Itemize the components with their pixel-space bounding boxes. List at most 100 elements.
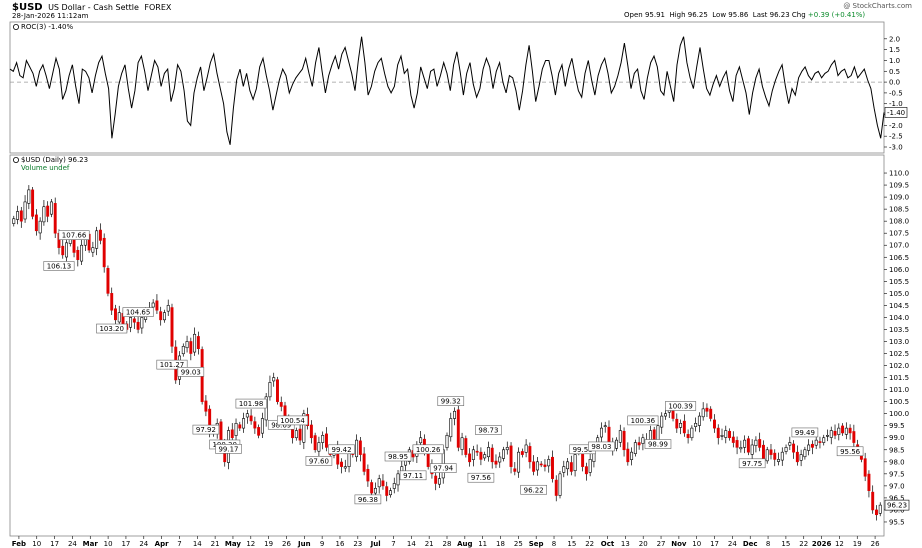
candle (159, 311, 163, 321)
candle (264, 396, 268, 421)
candle (76, 249, 80, 260)
price-annotation: 99.49 (795, 429, 815, 437)
low-label: Low (712, 11, 727, 19)
candle (728, 430, 732, 439)
price-xtick-label: 24 (139, 540, 148, 548)
candle (347, 451, 351, 467)
price-ytick-label: 108.5 (889, 206, 909, 214)
price-xtick-label: 15 (781, 540, 790, 548)
candle (637, 442, 641, 446)
candle (23, 201, 27, 220)
annotation-box (177, 367, 205, 377)
candle (524, 444, 528, 453)
candle (792, 443, 796, 453)
candle (16, 211, 20, 220)
price-xtick-label: 13 (621, 540, 630, 548)
roc-ytick-label: -0.5 (889, 89, 903, 97)
candle (584, 466, 588, 475)
price-ytick-label: 107.0 (889, 242, 909, 250)
price-xtick-label: 21 (425, 540, 434, 548)
candle (471, 449, 475, 460)
candle (761, 444, 765, 460)
candle (392, 483, 396, 489)
roc-ytick-label: -1.0 (889, 100, 903, 108)
candle (814, 439, 818, 446)
candle (818, 441, 822, 443)
candle (132, 318, 136, 323)
candle (162, 312, 166, 321)
candle (513, 468, 517, 472)
candle (479, 451, 483, 460)
price-annotation: 99.03 (181, 368, 201, 376)
roc-ytick-label: 1.0 (889, 57, 900, 65)
candle (765, 449, 769, 462)
roc-ytick-label: -3.0 (889, 144, 903, 152)
annotation-box (58, 230, 90, 240)
candle (539, 463, 543, 466)
low-value: 95.86 (728, 11, 749, 19)
roc-ytick-label: -2.0 (889, 122, 903, 130)
price-xtick-label: Sep (529, 540, 544, 548)
candle (784, 447, 788, 452)
price-annotation: 97.11 (403, 472, 423, 480)
candle (260, 418, 264, 434)
symbol: $USD (12, 2, 43, 13)
price-annotation: 103.20 (99, 325, 124, 333)
brand-watermark: @ StockCharts.com (843, 2, 912, 10)
price-annotation: 97.94 (433, 465, 454, 473)
candle (844, 427, 848, 435)
price-title: $USD (Daily) 96.23 (21, 156, 88, 164)
candle (852, 431, 856, 443)
price-annotation: 104.65 (126, 309, 151, 317)
candle (298, 428, 302, 441)
annotation-box (96, 323, 128, 334)
price-annotation: 98.69 (271, 421, 291, 429)
candle (196, 336, 200, 350)
candle (829, 430, 833, 438)
price-annotation: 101.27 (160, 361, 185, 369)
roc-panel-frame (9, 21, 885, 154)
candle (777, 459, 780, 462)
candle (61, 245, 65, 256)
candle (102, 237, 106, 268)
annotation-box (328, 444, 355, 455)
annotation-box (627, 415, 659, 426)
candle (701, 408, 705, 418)
candle (95, 230, 99, 249)
candle (355, 439, 359, 458)
price-ytick-label: 110.0 (889, 170, 909, 178)
price-xtick-label: 28 (443, 540, 452, 548)
exchange: FOREX (144, 3, 172, 12)
price-annotation: 99.56 (573, 446, 594, 454)
price-xtick-label: 24 (728, 540, 737, 548)
candle (494, 460, 498, 465)
candle (12, 218, 16, 224)
annotation-box (738, 458, 766, 469)
candle (664, 413, 667, 417)
candle (49, 201, 53, 215)
candle (31, 189, 35, 217)
price-legend-marker (12, 156, 19, 163)
candle (615, 439, 618, 449)
candle (460, 437, 464, 450)
chart-header: $USD US Dollar - Cash Settle FOREX 28-Ja… (0, 0, 922, 22)
candle (257, 427, 261, 436)
last-value: 96.23 (769, 11, 790, 19)
candle (554, 479, 558, 496)
price-xtick-label: Jul (370, 540, 381, 548)
candle (690, 427, 694, 439)
candle (486, 447, 490, 458)
price-xtick-label: 18 (496, 540, 505, 548)
price-xtick-label: Aug (457, 540, 472, 548)
price-annotation: 97.75 (742, 460, 762, 468)
candle (185, 341, 189, 349)
price-ytick-label: 101.0 (889, 386, 909, 394)
candle (724, 430, 728, 438)
price-xtick-label: 25 (514, 540, 523, 548)
candle (373, 487, 377, 494)
candle (694, 423, 698, 427)
candle (468, 453, 472, 463)
candle (675, 418, 679, 429)
candle (490, 447, 494, 463)
candle (822, 437, 826, 443)
